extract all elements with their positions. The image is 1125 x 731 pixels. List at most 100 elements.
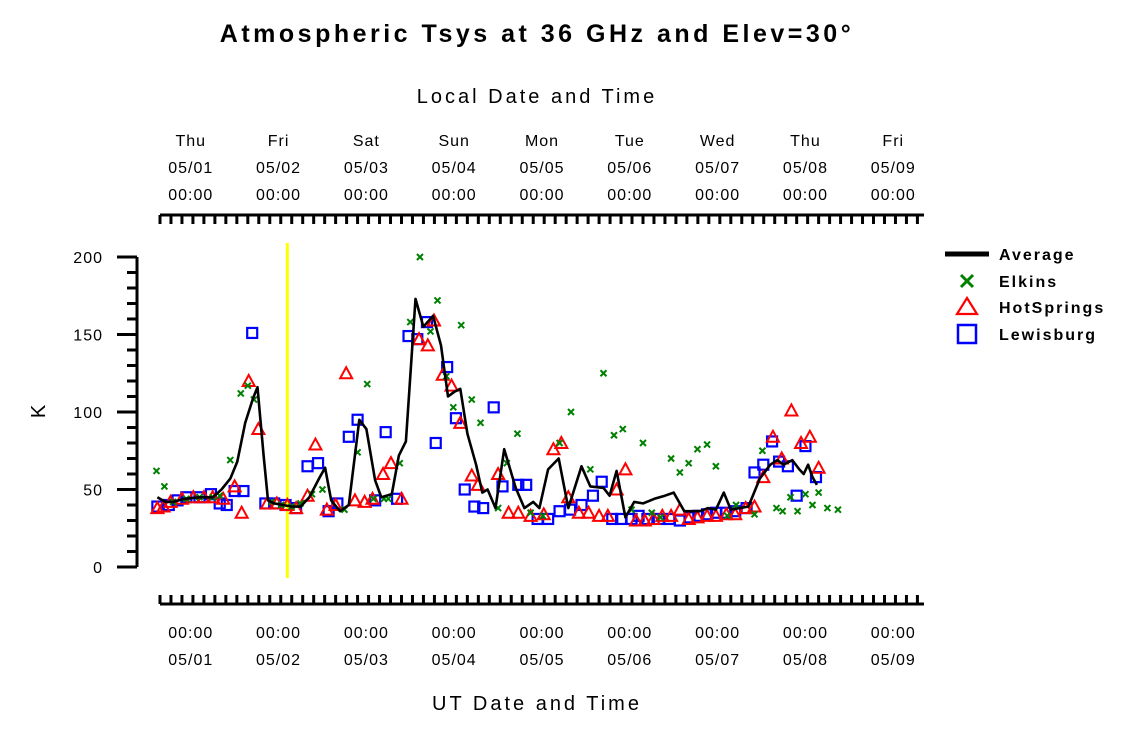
top-tick-label-day: Mon [525,133,559,150]
elkins-point [369,495,378,503]
hotsprings-point [364,490,381,505]
top-tick-label-day: Wed [700,133,736,150]
top-tick-label-date: 05/06 [607,160,652,177]
bottom-tick-label-time: 00:00 [432,625,477,642]
elkins-point [703,440,711,449]
elkins-point [526,509,535,517]
y-tick-label: 200 [73,250,103,267]
hotsprings-point [580,504,597,519]
hotsprings-point [680,510,697,525]
hotsprings-point [591,507,607,522]
elkins-point [801,490,810,498]
bottom-tick-label-time: 00:00 [607,625,652,642]
elkins-point [539,512,547,520]
elkins-point [237,389,245,398]
lewisburg-point [595,475,608,488]
lewisburg-point [379,426,392,439]
bottom-tick-label-time: 00:00 [344,625,389,642]
bottom-tick-label-date: 05/03 [344,652,389,669]
hotsprings-point [226,478,243,493]
hotsprings-point [765,428,781,443]
elkins-point [648,509,656,517]
elkins-point [426,327,435,336]
bottom-tick-label-date: 05/06 [607,652,652,669]
hotsprings-point [383,455,399,470]
hotsprings-point [699,507,715,522]
elkins-point [433,296,442,305]
top-tick-label-date: 05/08 [783,160,828,177]
elkins-point [160,482,169,491]
top-tick-label-date: 05/02 [256,160,301,177]
legend-average-label: Average [999,247,1076,264]
top-tick-label-day: Tue [615,133,645,150]
series-layer [149,253,842,527]
lewisburg-point [429,436,442,450]
elkins-point [610,431,618,439]
hotsprings-point [746,498,763,513]
top-tick-label-time: 00:00 [695,187,740,204]
y-tick-label: 50 [83,483,103,500]
elkins-point [476,419,485,427]
hotsprings-point [464,467,480,482]
axes: 0 50 100 150 200 Thu 05/01 00:00 Fri 05/02 00:00 Sa… [73,133,924,669]
hotsprings-point [510,504,526,519]
elkins-point [676,468,684,477]
elkins-point [244,381,252,390]
lewisburg-point [311,457,325,470]
elkins-point [449,403,458,412]
elkins-point [363,380,371,388]
elkins-point [619,425,627,433]
y-axis-title: K [28,402,50,418]
top-tick-label-date: 05/03 [344,160,389,177]
top-tick-label-day: Thu [175,133,206,150]
bottom-tick-label-time: 00:00 [168,625,213,642]
lewisburg-point [606,512,619,526]
legend-elkins-swatch [959,273,975,289]
elkins-point [555,439,564,447]
top-tick-label-time: 00:00 [519,187,564,204]
hotsprings-point [571,504,587,519]
hotsprings-point [233,504,250,519]
elkins-point [406,318,414,326]
hotsprings-point [375,465,391,480]
bottom-tick-label-time: 00:00 [256,625,301,642]
legend: Average Elkins HotSprings Lewisburg [945,247,1105,345]
lewisburg-point [520,478,533,491]
hotsprings-point [600,507,616,522]
y-tick-label: 0 [93,560,103,577]
elkins-point [750,510,759,519]
hotsprings-point [689,509,706,524]
elkins-point [758,447,767,455]
top-tick-label-day: Thu [790,133,821,150]
top-tick-label-day: Sat [353,133,380,150]
elkins-point [639,439,647,447]
elkins-point [318,485,327,494]
top-tick-label-day: Fri [268,133,290,150]
elkins-point [732,501,740,509]
lewisburg-series [151,316,823,527]
bottom-tick-label-date: 05/09 [871,652,916,669]
lewisburg-point [246,326,259,340]
top-tick-label-time: 00:00 [607,187,652,204]
hotsprings-point [393,490,410,505]
x-axis-title: UT Date and Time [432,693,642,715]
lewisburg-point [369,494,382,507]
elkins-point [693,445,702,453]
top-axis-title: Local Date and Time [417,86,657,108]
average-line [156,297,819,519]
hotsprings-point [617,461,634,476]
hotsprings-point [628,512,644,527]
legend-elkins-label: Elkins [999,274,1058,291]
top-tick-label-date: 05/05 [519,160,564,177]
lewisburg-point [586,489,600,502]
bottom-tick-label-date: 05/04 [432,652,477,669]
hotsprings-point [338,365,354,380]
bottom-tick-label-date: 05/07 [695,652,740,669]
hotsprings-point [783,402,800,417]
elkins-point [834,505,842,514]
legend-hotsprings-label: HotSprings [999,300,1105,317]
elkins-point [656,513,665,522]
hotsprings-point [420,337,436,352]
top-tick-label-time: 00:00 [256,187,301,204]
hotsprings-point [708,507,724,522]
